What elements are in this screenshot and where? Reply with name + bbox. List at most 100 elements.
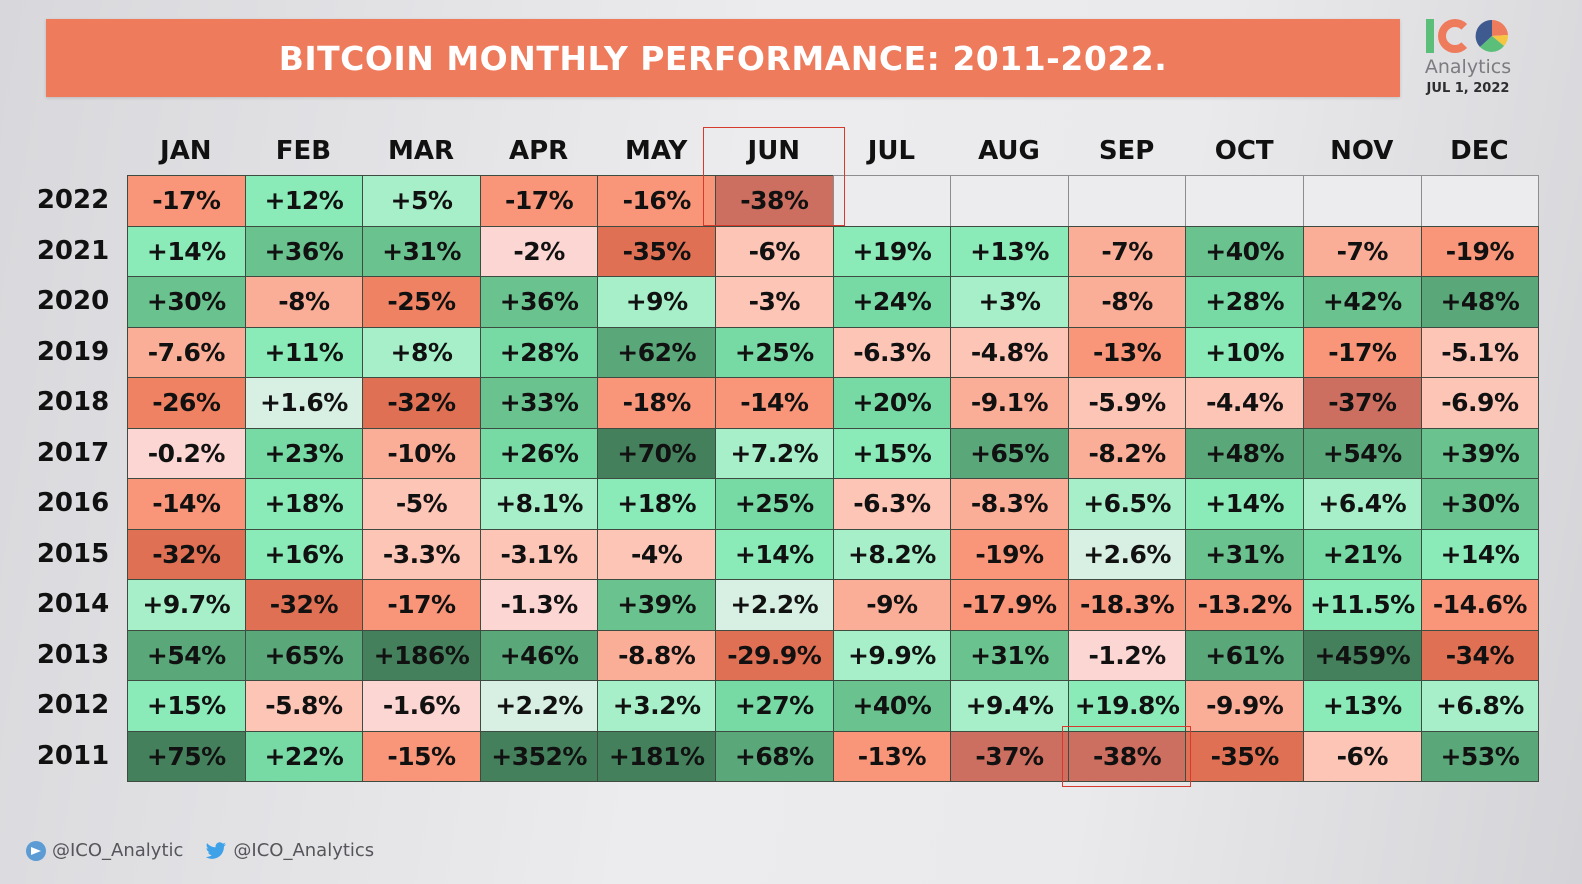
heatmap-cell-2021-jun: -6% — [715, 225, 834, 277]
heatmap-cell-2022-apr: -17% — [479, 175, 599, 227]
heatmap-cell-2011-sep: -38% — [1067, 730, 1187, 782]
heatmap-cell-2021-jan: +14% — [127, 225, 246, 277]
month-header-feb: FEB — [275, 136, 332, 166]
heatmap-cell-2015-jul: +8.2% — [832, 528, 952, 580]
month-header-mar: MAR — [387, 136, 454, 166]
heatmap-cell-2016-aug: -8.3% — [950, 478, 1069, 530]
month-header-apr: APR — [508, 136, 569, 166]
heatmap-cell-2012-nov: +13% — [1303, 680, 1422, 732]
heatmap-cell-2016-sep: +6.5% — [1067, 478, 1187, 530]
heatmap-cell-2022-mar: +5% — [362, 175, 481, 227]
heatmap-cell-2015-feb: +16% — [244, 528, 364, 580]
heatmap-cell-2019-apr: +28% — [479, 326, 599, 378]
heatmap-cell-2014-jan: +9.7% — [127, 579, 246, 631]
heatmap-cell-2015-aug: -19% — [950, 528, 1069, 580]
heatmap-cell-2017-nov: +54% — [1303, 427, 1422, 479]
year-label-2014: 2014 — [36, 589, 110, 619]
year-label-2013: 2013 — [36, 639, 110, 670]
heatmap-cell-2016-may: +18% — [597, 478, 716, 530]
heatmap-cell-2011-mar: -15% — [362, 730, 481, 782]
heatmap-cell-2018-apr: +33% — [479, 377, 599, 429]
heatmap-cell-2011-feb: +22% — [244, 730, 364, 782]
month-header-nov: NOV — [1330, 136, 1394, 166]
heatmap-cell-2013-aug: +31% — [950, 629, 1069, 681]
heatmap-cell-2014-mar: -17% — [362, 579, 481, 631]
heatmap-cell-2017-dec: +39% — [1420, 427, 1540, 479]
year-label-2022: 2022 — [36, 185, 110, 215]
heatmap-cell-2013-feb: +65% — [244, 629, 364, 681]
heatmap-cell-2011-nov: -6% — [1303, 730, 1422, 782]
heatmap-cell-2017-jun: +7.2% — [715, 427, 834, 479]
month-header-oct: OCT — [1214, 136, 1274, 166]
telegram-link[interactable]: @ICO_Analytic — [26, 840, 183, 861]
heatmap-cell-2014-oct: -13.2% — [1185, 579, 1304, 631]
heatmap-cell-2013-jan: +54% — [127, 629, 246, 681]
heatmap-cell-2016-oct: +14% — [1185, 478, 1304, 530]
heatmap-cell-2013-sep: -1.2% — [1067, 629, 1187, 681]
heatmap-cell-2012-feb: -5.8% — [244, 680, 364, 732]
heatmap-cell-2016-feb: +18% — [244, 478, 364, 530]
year-label-2021: 2021 — [36, 235, 110, 266]
heatmap-cell-2016-mar: -5% — [362, 478, 481, 530]
heatmap-cell-2020-may: +9% — [597, 276, 716, 328]
heatmap-cell-2018-oct: -4.4% — [1185, 377, 1304, 429]
telegram-handle: @ICO_Analytic — [52, 840, 184, 861]
heatmap-cell-2022-feb: +12% — [244, 175, 364, 227]
heatmap-cell-2016-apr: +8.1% — [479, 478, 599, 530]
month-header-dec: DEC — [1450, 136, 1509, 166]
heatmap-cell-2021-may: -35% — [597, 225, 716, 277]
heatmap-cell-2012-jun: +27% — [715, 680, 834, 732]
heatmap-cell-2015-apr: -3.1% — [479, 528, 599, 580]
heatmap-cell-2012-aug: +9.4% — [950, 680, 1069, 732]
heatmap-cell-2022-dec — [1420, 175, 1540, 227]
heatmap-cell-2013-jul: +9.9% — [832, 629, 952, 681]
month-header-aug: AUG — [978, 136, 1040, 166]
year-label-2015: 2015 — [36, 538, 110, 569]
heatmap-cell-2020-sep: -8% — [1067, 276, 1187, 328]
title-banner: BITCOIN MONTHLY PERFORMANCE: 2011-2022. — [46, 19, 1400, 97]
heatmap-cell-2019-mar: +8% — [362, 326, 481, 378]
heatmap-cell-2022-jan: -17% — [127, 175, 246, 227]
month-header-may: MAY — [625, 136, 688, 166]
heatmap-cell-2018-jun: -14% — [715, 377, 834, 429]
heatmap-cell-2019-dec: -5.1% — [1420, 326, 1540, 378]
heatmap-cell-2021-oct: +40% — [1185, 225, 1304, 277]
telegram-icon — [26, 840, 46, 861]
heatmap-cell-2013-may: -8.8% — [597, 629, 716, 681]
year-label-2019: 2019 — [36, 336, 110, 367]
heatmap-cell-2022-nov — [1303, 175, 1422, 227]
heatmap-cell-2014-sep: -18.3% — [1067, 579, 1187, 631]
heatmap-cell-2018-mar: -32% — [362, 377, 481, 429]
heatmap-cell-2013-jun: -29.9% — [715, 629, 834, 681]
twitter-icon — [206, 841, 227, 859]
heatmap-cell-2011-jan: +75% — [127, 730, 246, 782]
ico-analytics-logo: Analytics JUL 1, 2022 — [1416, 16, 1520, 102]
heatmap-cell-2013-mar: +186% — [362, 629, 481, 681]
heatmap-cell-2013-dec: -34% — [1420, 629, 1540, 681]
heatmap-cell-2021-apr: -2% — [479, 225, 599, 277]
heatmap-cell-2014-jul: -9% — [832, 579, 952, 631]
twitter-link[interactable]: @ICO_Analytics — [205, 840, 374, 861]
heatmap-cell-2013-oct: +61% — [1185, 629, 1304, 681]
heatmap-cell-2011-dec: +53% — [1420, 730, 1540, 782]
heatmap-cell-2020-jun: -3% — [715, 276, 834, 328]
heatmap-cell-2017-aug: +65% — [950, 427, 1069, 479]
heatmap-cell-2021-jul: +19% — [832, 225, 952, 277]
heatmap-cell-2022-oct — [1185, 175, 1304, 227]
heatmap-cell-2015-may: -4% — [597, 528, 716, 580]
heatmap-cell-2017-oct: +48% — [1185, 427, 1304, 479]
year-label-2018: 2018 — [36, 387, 110, 417]
heatmap-cell-2018-dec: -6.9% — [1420, 377, 1540, 429]
heatmap-cell-2017-jul: +15% — [832, 427, 952, 479]
logo-letter-c — [1438, 19, 1472, 53]
heatmap-cell-2011-apr: +352% — [479, 730, 599, 782]
heatmap-cell-2016-nov: +6.4% — [1303, 478, 1422, 530]
year-label-2020: 2020 — [36, 286, 110, 316]
heatmap-cell-2020-feb: -8% — [244, 276, 364, 328]
heatmap-cell-2014-aug: -17.9% — [950, 579, 1069, 631]
heatmap-cell-2012-dec: +6.8% — [1420, 680, 1540, 732]
heatmap-cell-2022-jul — [832, 175, 952, 227]
heatmap-cell-2019-may: +62% — [597, 326, 716, 378]
heatmap-cell-2021-sep: -7% — [1067, 225, 1187, 277]
heatmap-cell-2014-jun: +2.2% — [715, 579, 834, 631]
